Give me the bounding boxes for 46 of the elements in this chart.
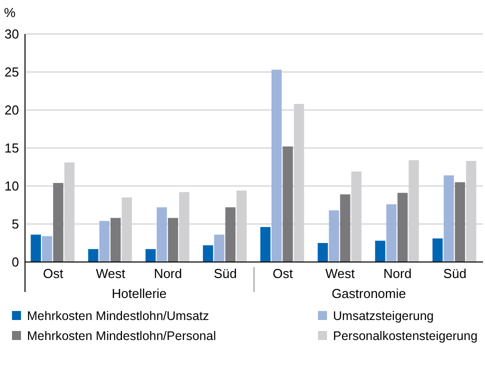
bar [99,220,110,262]
text: Gastronomie [332,286,406,301]
x-tick-label: Süd [214,266,237,281]
bar [272,70,282,262]
bar [260,227,271,262]
x-tick-label: Nord [154,266,182,281]
x-tick-label: Süd [443,266,466,281]
y-tick-label: 20 [4,102,19,118]
bar [30,234,41,262]
bar [88,249,98,262]
bar [328,210,340,262]
bar [340,194,350,262]
bar [432,238,443,262]
y-tick-label: 30 [4,26,19,42]
y-tick-label: 15 [4,140,19,156]
bar [225,207,236,262]
text: Hotellerie [112,286,167,301]
x-tick-label: Nord [383,266,412,281]
legend-label: Mehrkosten Mindestlohn/Personal [27,329,216,343]
y-tick-label: 5 [12,216,19,232]
y-tick-label: 25 [4,64,19,80]
bar [53,182,64,262]
bar [282,146,293,262]
bar [386,204,396,262]
x-tick-label: West [325,266,356,281]
bar [42,236,52,262]
x-tick-label: Ost [43,266,64,281]
legend-label: Mehrkosten Mindestlohn/Umsatz [27,309,210,323]
x-tick-label: Ost [272,266,294,281]
legend-label: Umsatzsteigerung [333,309,434,323]
bar [202,245,214,262]
bar [454,182,466,262]
bar [146,249,156,262]
bar [444,175,454,262]
y-axis-title: % [4,5,16,20]
bar [168,218,178,262]
y-tick-label: 10 [4,178,19,194]
y-tick-label: 0 [12,254,19,270]
bar [214,234,224,262]
x-tick-label: West [96,266,126,281]
bar [375,240,386,262]
bar [318,243,328,262]
bar [156,207,167,262]
bar [397,192,408,262]
legend-label: Personalkostensteigerung [333,329,478,343]
bar [110,218,121,262]
